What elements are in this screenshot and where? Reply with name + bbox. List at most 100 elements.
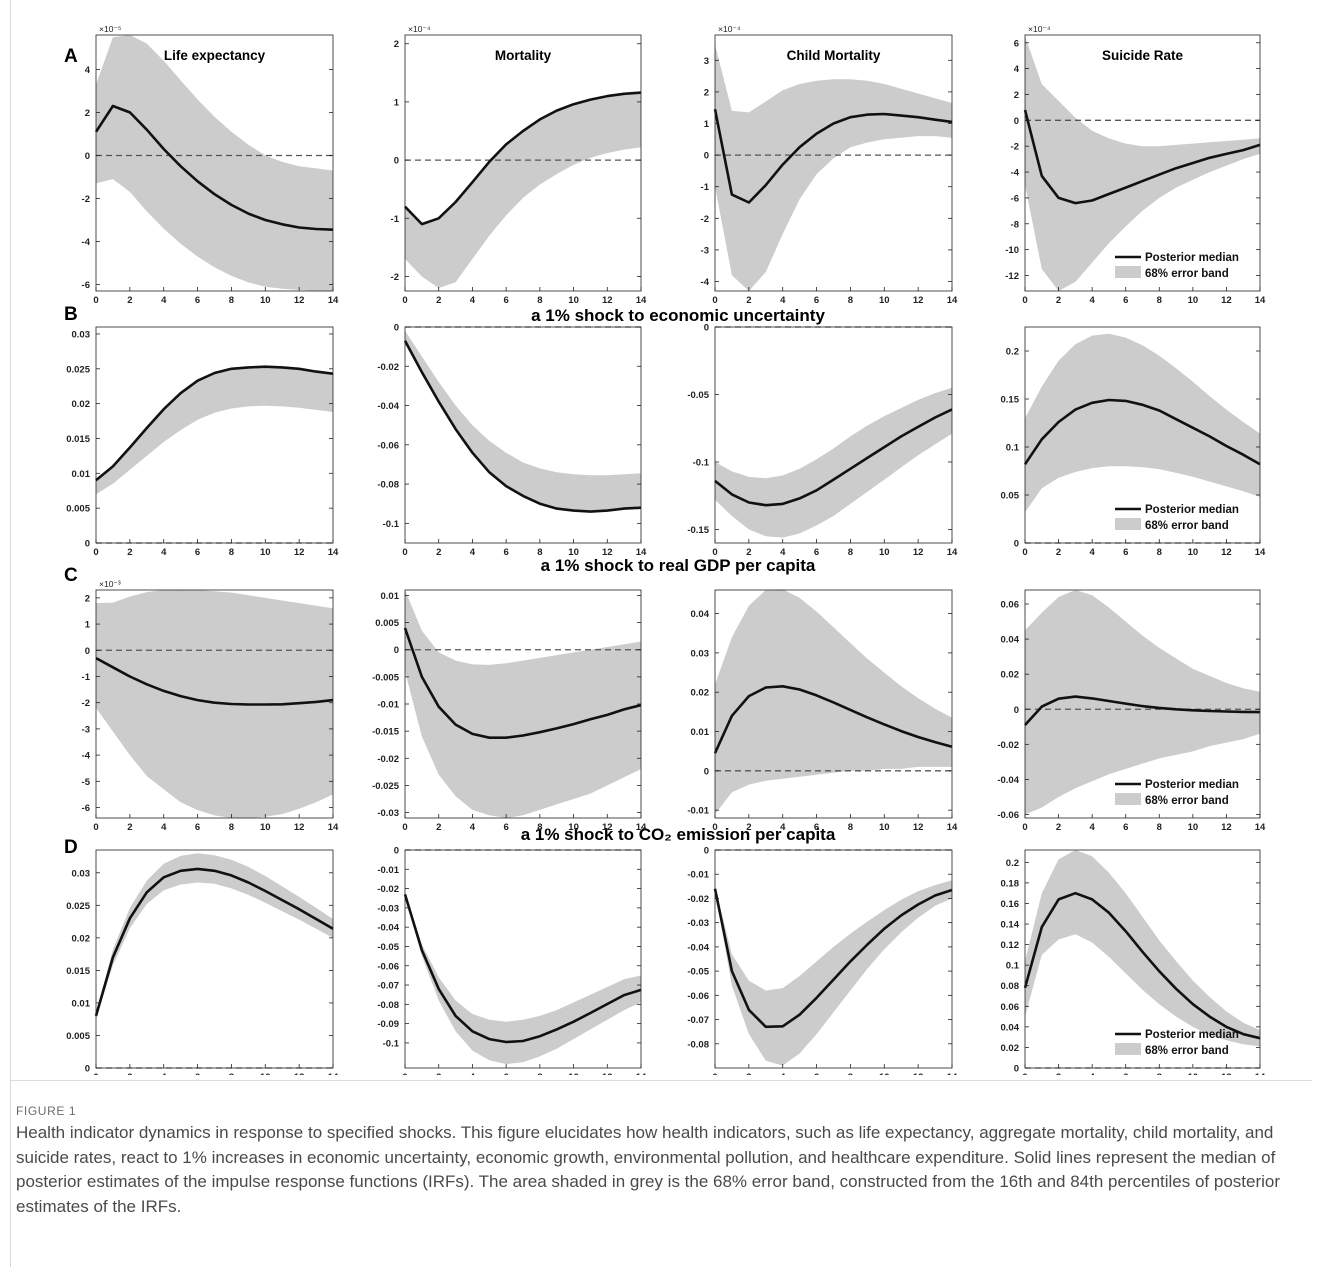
x-tick-label: 4	[161, 295, 167, 306]
shock-label-A: a 1% shock to economic uncertainty	[531, 306, 825, 325]
axis-multiplier: ×10⁻⁴	[718, 24, 741, 34]
error-band	[96, 366, 333, 495]
x-tick-label: 8	[848, 1072, 853, 1075]
panel-letter-C: C	[64, 565, 78, 586]
x-tick-label: 2	[127, 295, 132, 306]
x-tick-label: 0	[93, 547, 98, 558]
x-tick-label: 2	[746, 822, 751, 833]
x-tick-label: 14	[636, 547, 647, 558]
y-tick-label: 4	[85, 65, 91, 76]
y-tick-label: 3	[704, 56, 709, 67]
legend-band-label: 68% error band	[1145, 520, 1229, 532]
y-tick-label: -0.03	[687, 918, 709, 929]
y-tick-label: -0.025	[372, 781, 400, 792]
x-tick-label: 6	[814, 295, 819, 306]
x-tick-label: 0	[712, 547, 717, 558]
y-tick-label: 0.12	[1001, 940, 1020, 951]
x-tick-label: 12	[294, 295, 305, 306]
x-tick-label: 14	[328, 547, 339, 558]
x-tick-label: 14	[1255, 822, 1266, 833]
legend-C: Posterior median 68% error band	[1115, 779, 1239, 807]
y-tick-label: 0.1	[1006, 443, 1020, 454]
x-tick-label: 8	[848, 822, 853, 833]
y-tick-label: -0.05	[687, 967, 709, 978]
x-tick-label: 2	[127, 547, 132, 558]
y-tick-label: 0.02	[691, 688, 710, 699]
x-tick-label: 6	[1123, 1072, 1128, 1075]
x-tick-label: 10	[1188, 295, 1199, 306]
y-tick-label: 0.04	[1001, 635, 1020, 646]
y-tick-label: 2	[704, 87, 709, 98]
x-tick-label: 6	[1123, 295, 1128, 306]
y-tick-label: 1	[85, 620, 91, 631]
x-tick-label: 4	[470, 1072, 476, 1075]
median-line	[95, 656, 334, 706]
x-tick-label: 6	[814, 1072, 819, 1075]
legend-band-swatch	[1115, 1043, 1141, 1055]
legend-band-swatch	[1115, 793, 1141, 805]
axes-frame	[714, 589, 953, 819]
y-tick-label: 0	[704, 151, 709, 162]
x-tick-label: 4	[780, 295, 786, 306]
x-tick-label: 14	[636, 1072, 647, 1075]
median-line	[1023, 398, 1261, 466]
y-tick-label: -5	[82, 777, 91, 788]
page-border-line	[10, 0, 11, 1267]
x-tick-label: 14	[636, 295, 647, 306]
x-tick-label: 14	[947, 295, 958, 306]
x-tick-label: 4	[470, 295, 476, 306]
y-tick-label: -0.06	[687, 991, 709, 1002]
y-tick-label: -0.05	[377, 942, 399, 953]
x-tick-label: 12	[294, 547, 305, 558]
x-tick-label: 4	[780, 547, 786, 558]
x-tick-label: 10	[568, 547, 579, 558]
x-tick-label: 2	[1056, 1072, 1061, 1075]
x-tick-label: 12	[294, 822, 305, 833]
x-tick-label: 4	[161, 822, 167, 833]
y-tick-label: 0	[704, 766, 709, 777]
chart-A-1: -6 -4 -2 0 2 4 0 2 4 6 8 10 12 14 ×10⁻⁵	[82, 24, 339, 306]
y-tick-label: 0.03	[691, 648, 710, 659]
y-tick-label: -8	[1011, 219, 1019, 230]
y-tick-label: 0.2	[1006, 858, 1019, 869]
median-line	[94, 867, 334, 1017]
axes-frame	[95, 326, 334, 544]
x-tick-label: 4	[780, 822, 786, 833]
y-tick-label: -4	[701, 277, 710, 288]
axes-frame	[95, 849, 334, 1069]
legend-band-swatch	[1115, 518, 1141, 530]
x-tick-label: 10	[879, 547, 890, 558]
caption-separator	[10, 1080, 1312, 1081]
figure-caption: Health indicator dynamics in response to…	[16, 1123, 1281, 1216]
y-tick-label: 6	[1014, 38, 1019, 49]
chart-A-4: -12 -10 -8 -6 -4 -2 0 2 4 6 0 2 4 6 8 10 12 14 ×10⁻⁴	[1005, 24, 1266, 306]
x-tick-label: 14	[1255, 547, 1266, 558]
y-tick-label: 0.04	[1001, 1022, 1020, 1033]
median-line	[94, 104, 334, 231]
y-tick-label: -2	[701, 214, 709, 225]
x-tick-label: 14	[636, 822, 647, 833]
y-tick-label: 0	[704, 323, 709, 334]
y-tick-label: -0.01	[687, 806, 709, 817]
error-band	[1025, 36, 1260, 291]
y-tick-label: -1	[82, 672, 91, 683]
y-tick-label: 0	[394, 156, 399, 167]
x-tick-label: 2	[1056, 295, 1061, 306]
x-tick-label: 12	[913, 547, 924, 558]
error-band	[1025, 590, 1260, 815]
y-tick-label: 1	[394, 97, 400, 108]
y-tick-label: -2	[82, 698, 90, 709]
x-tick-label: 2	[127, 1072, 132, 1075]
x-tick-label: 0	[1022, 1072, 1027, 1075]
axes-frame	[714, 326, 953, 544]
x-tick-label: 12	[294, 1072, 305, 1075]
y-tick-label: -2	[1011, 142, 1019, 153]
chart-D-3: -0.08 -0.07 -0.06 -0.05 -0.04 -0.03 -0.02 -0.01…	[687, 846, 958, 1076]
x-tick-label: 4	[161, 547, 167, 558]
y-tick-label: 0.2	[1006, 347, 1019, 358]
axes-frame	[714, 849, 953, 1069]
y-tick-label: 0.005	[375, 618, 399, 629]
x-tick-label: 6	[503, 822, 508, 833]
axes-frame	[95, 589, 334, 819]
y-tick-label: -0.03	[377, 808, 399, 819]
